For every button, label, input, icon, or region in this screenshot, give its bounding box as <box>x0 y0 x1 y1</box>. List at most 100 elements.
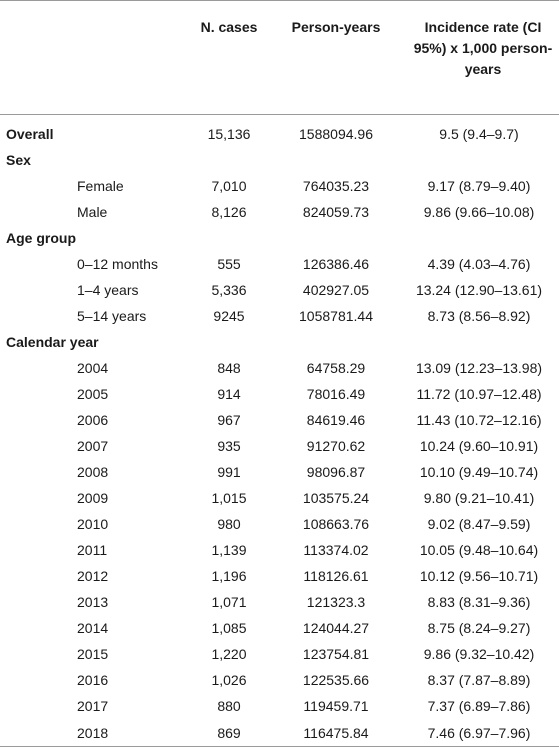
incidence-rate-cell: 7.37 (6.89–7.86) <box>427 698 531 714</box>
table-row: 2011 1,139 113374.02 10.05 (9.48–10.64) <box>0 537 559 563</box>
incidence-rate-cell: 10.10 (9.49–10.74) <box>419 464 539 480</box>
person-years-cell <box>273 329 399 355</box>
incidence-rate-cell: 8.73 (8.56–8.92) <box>427 308 531 324</box>
cases-cell: 1,026 <box>211 672 247 688</box>
incidence-rate-cell: 4.39 (4.03–4.76) <box>427 256 531 272</box>
person-years-cell: 116475.84 <box>273 719 399 747</box>
table-row: 1–4 years 5,336 402927.05 13.24 (12.90–13.6… <box>0 277 559 303</box>
person-years-cell: 119459.71 <box>303 698 369 714</box>
person-years-cell: 1058781.44 <box>299 308 373 324</box>
incidence-rate-cell <box>399 329 559 355</box>
person-years-cell: 91270.62 <box>306 438 366 454</box>
cases-cell: 9245 <box>213 308 245 324</box>
row-label: 2013 <box>77 594 109 610</box>
row-label: Sex <box>6 152 31 168</box>
cases-cell: 1,220 <box>211 646 247 662</box>
table-row: Male 8,126 824059.73 9.86 (9.66–10.08) <box>0 199 559 225</box>
table-header: N. cases Person-years Incidence rate (CI… <box>0 0 559 115</box>
row-label: 2015 <box>77 646 109 662</box>
header-cases: N. cases <box>185 0 273 115</box>
table-row: 2005 914 78016.49 11.72 (10.97–12.48) <box>0 381 559 407</box>
row-label: 2006 <box>77 412 109 428</box>
incidence-rate-cell <box>399 225 559 251</box>
section-row: Calendar year <box>0 329 559 355</box>
cases-cell: 1,196 <box>211 568 247 584</box>
cases-cell <box>185 329 273 355</box>
cases-cell <box>185 225 273 251</box>
table-row: 2012 1,196 118126.61 10.12 (9.56–10.71) <box>0 563 559 589</box>
row-label: 2018 <box>0 719 185 747</box>
row-label: 2005 <box>77 386 109 402</box>
person-years-cell: 402927.05 <box>302 282 370 298</box>
cases-cell: 555 <box>217 256 241 272</box>
table-row: 2014 1,085 124044.27 8.75 (8.24–9.27) <box>0 615 559 641</box>
cases-cell: 1,015 <box>211 490 247 506</box>
table-row: 2007 935 91270.62 10.24 (9.60–10.91) <box>0 433 559 459</box>
table-row: 2018 869 116475.84 7.46 (6.97–7.96) <box>0 719 559 747</box>
row-label: 2011 <box>77 542 108 558</box>
person-years-cell: 113374.02 <box>303 542 369 558</box>
person-years-cell <box>273 225 399 251</box>
row-label: 2017 <box>77 698 109 714</box>
section-row: Age group <box>0 225 559 251</box>
person-years-cell: 764035.23 <box>302 178 370 194</box>
table-row: 2004 848 64758.29 13.09 (12.23–13.98) <box>0 355 559 381</box>
table-row: 0–12 months 555 126386.46 4.39 (4.03–4.76) <box>0 251 559 277</box>
table-row: 2009 1,015 103575.24 9.80 (9.21–10.41) <box>0 485 559 511</box>
cases-cell: 848 <box>217 360 241 376</box>
table-row: 2017 880 119459.71 7.37 (6.89–7.86) <box>0 693 559 719</box>
incidence-rate-cell: 9.17 (8.79–9.40) <box>427 178 531 194</box>
table-row: 2006 967 84619.46 11.43 (10.72–12.16) <box>0 407 559 433</box>
row-label: 1–4 years <box>77 282 139 298</box>
row-label: 2010 <box>77 516 109 532</box>
row-label: Overall <box>6 126 54 142</box>
row-label: Female <box>77 178 124 194</box>
person-years-cell: 1588094.96 <box>299 126 373 142</box>
incidence-rate-cell: 8.37 (7.87–8.89) <box>427 672 531 688</box>
incidence-rate-cell: 9.80 (9.21–10.41) <box>423 490 535 506</box>
table-row: 2010 980 108663.76 9.02 (8.47–9.59) <box>0 511 559 537</box>
row-label: 0–12 months <box>77 256 158 272</box>
person-years-cell: 64758.29 <box>306 360 366 376</box>
cases-cell <box>185 147 273 173</box>
section-row: Sex <box>0 147 559 173</box>
incidence-rate-cell: 11.72 (10.97–12.48) <box>416 386 542 402</box>
header-label-cell <box>0 0 185 115</box>
cases-cell: 1,071 <box>211 594 247 610</box>
table-row: 2008 991 98096.87 10.10 (9.49–10.74) <box>0 459 559 485</box>
cases-cell: 5,336 <box>211 282 247 298</box>
cases-cell: 935 <box>217 438 241 454</box>
row-label: Calendar year <box>6 334 99 350</box>
section-row: Overall 15,136 1588094.96 9.5 (9.4–9.7) <box>0 115 559 148</box>
person-years-cell: 824059.73 <box>302 204 370 220</box>
row-label: 2007 <box>77 438 109 454</box>
person-years-cell: 98096.87 <box>306 464 366 480</box>
cases-cell: 7,010 <box>211 178 247 194</box>
row-label: 2008 <box>77 464 109 480</box>
row-label: Age group <box>6 230 76 246</box>
table-body: Overall 15,136 1588094.96 9.5 (9.4–9.7) Sex F… <box>0 115 559 747</box>
person-years-cell: 84619.46 <box>306 412 366 428</box>
person-years-cell: 124044.27 <box>302 620 370 636</box>
cases-cell: 869 <box>185 719 273 747</box>
incidence-rate-cell: 10.12 (9.56–10.71) <box>419 568 539 584</box>
person-years-cell: 122535.66 <box>302 672 370 688</box>
person-years-cell <box>273 147 399 173</box>
cases-cell: 880 <box>217 698 241 714</box>
person-years-cell: 118126.61 <box>303 568 369 584</box>
incidence-rate-cell: 8.75 (8.24–9.27) <box>427 620 531 636</box>
incidence-rate-cell: 13.24 (12.90–13.61) <box>415 282 543 298</box>
incidence-rate-cell: 13.09 (12.23–13.98) <box>415 360 543 376</box>
cases-cell: 980 <box>217 516 241 532</box>
cases-cell: 15,136 <box>207 126 251 142</box>
header-row: N. cases Person-years Incidence rate (CI… <box>0 0 559 115</box>
incidence-rate-cell: 9.86 (9.66–10.08) <box>423 204 535 220</box>
incidence-rate-cell: 10.05 (9.48–10.64) <box>419 542 539 558</box>
row-label: 2014 <box>77 620 109 636</box>
cases-cell: 1,139 <box>211 542 247 558</box>
cases-cell: 967 <box>217 412 241 428</box>
person-years-cell: 78016.49 <box>306 386 366 402</box>
person-years-cell: 121323.3 <box>306 594 366 610</box>
